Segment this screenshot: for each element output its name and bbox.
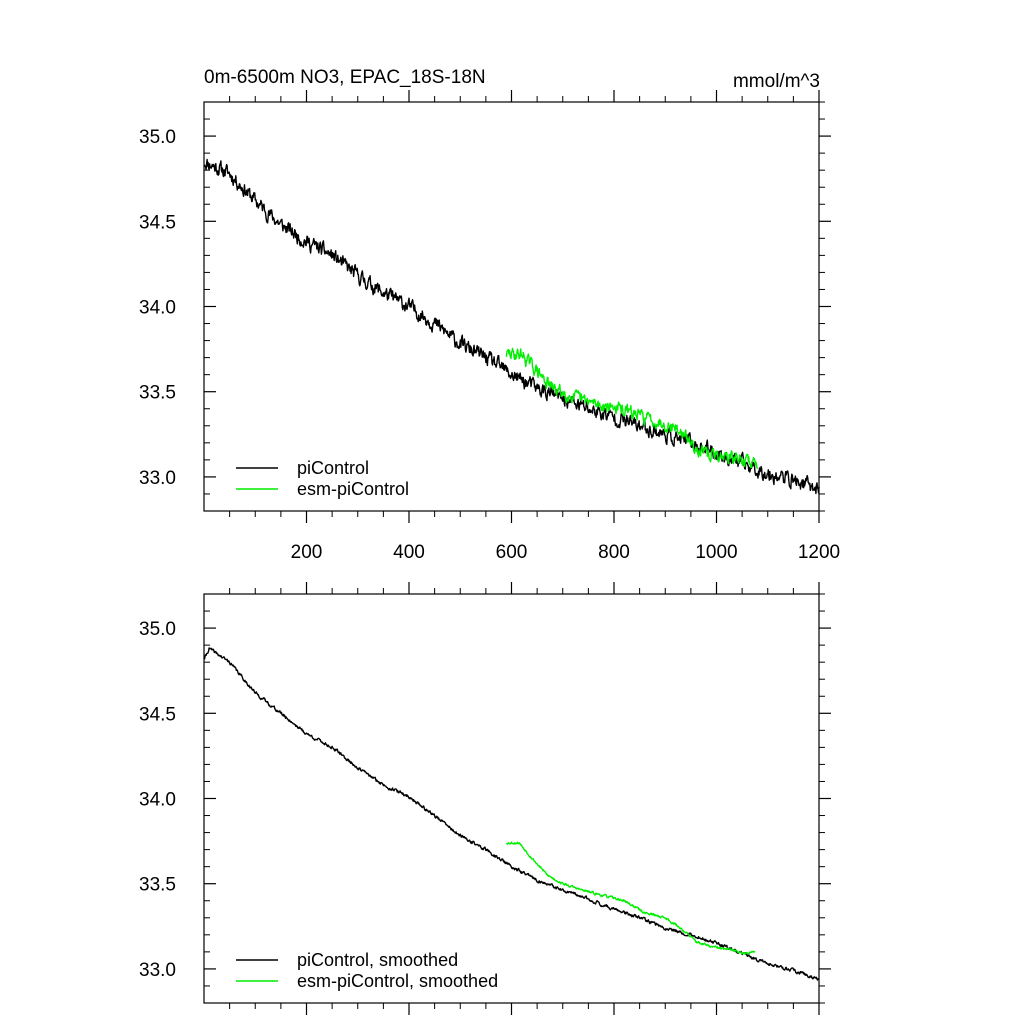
y-tick-label: 33.5 [139,875,176,896]
series-line-esm-picontrol [505,347,759,469]
series-line-esm-picontrol-smoothed [505,841,756,955]
top-plot-frame [203,101,820,512]
legend-label: esm-piControl, smoothed [297,971,498,991]
y-tick-label: 34.0 [139,790,176,811]
legend-label: piControl [297,458,369,478]
top-panel: 33.0 33.5 34.0 34.5 35.0 200 400 600 800 1000 1200… [139,90,840,563]
y-tick-label: 35.0 [139,619,176,640]
bottom-axis-ticks: 33.0 33.5 34.0 34.5 35.0 [139,582,831,1015]
x-tick-label: 800 [598,542,630,563]
y-tick-label: 34.0 [139,298,176,319]
chart-title: 0m-6500m NO3, EPAC_18S-18N [204,67,486,88]
y-tick-label: 33.0 [139,960,176,981]
x-tick-label: 1000 [695,542,737,563]
top-axis-ticks: 33.0 33.5 34.0 34.5 35.0 200 400 600 800 1000 1200 [139,90,840,563]
y-tick-label: 35.0 [139,127,176,148]
x-tick-label: 1200 [798,542,840,563]
bottom-panel: 33.0 33.5 34.0 34.5 35.0 piControl, smoothed… [139,582,831,1015]
y-tick-label: 34.5 [139,212,176,233]
top-series-group [203,158,820,495]
bottom-plot-frame [203,593,820,1004]
y-tick-label: 33.5 [139,383,176,404]
x-tick-label: 600 [496,542,528,563]
series-line-picontrol-smoothed [203,647,820,981]
legend-label: piControl, smoothed [297,950,458,970]
x-tick-label: 200 [291,542,323,563]
series-line-picontrol [203,158,820,495]
legend-label: esm-piControl [297,479,409,499]
y-tick-label: 33.0 [139,468,176,489]
bottom-series-group [203,647,820,981]
y-tick-label: 34.5 [139,704,176,725]
units-label: mmol/m^3 [733,71,820,92]
x-tick-label: 400 [393,542,425,563]
